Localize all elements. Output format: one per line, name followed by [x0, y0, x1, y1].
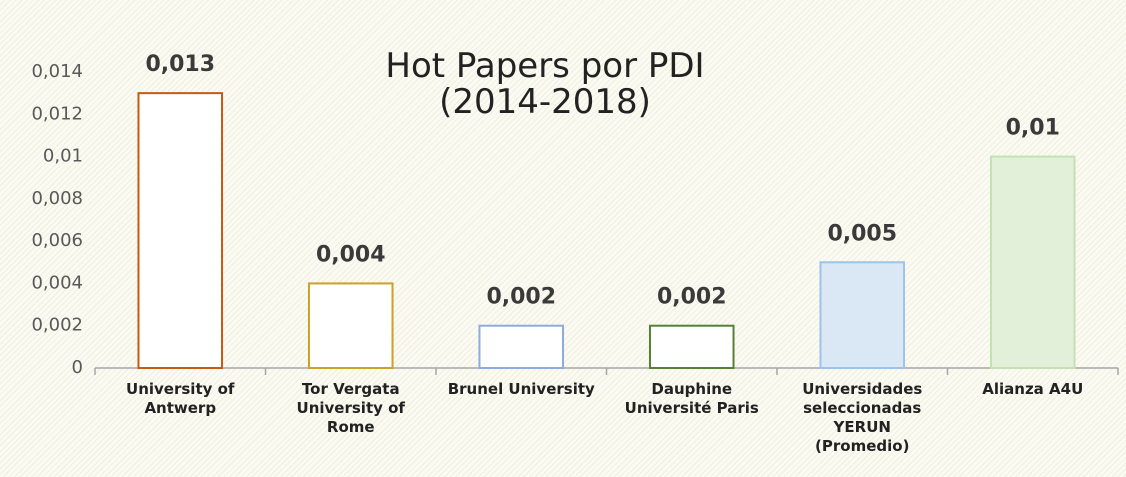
x-tick-label: Alianza A4U: [982, 380, 1084, 398]
y-tick-label: 0,002: [31, 315, 83, 336]
data-label: 0,013: [145, 52, 215, 77]
x-tick-label: Universidades seleccionadas YERUN (Prome…: [802, 380, 923, 455]
bar: [478, 324, 565, 370]
bar: [648, 324, 735, 370]
data-label: 0,002: [657, 285, 727, 310]
x-tick-label: Brunel University: [447, 380, 595, 398]
bar: [137, 92, 224, 370]
data-label: 0,002: [486, 285, 556, 310]
bar: [819, 261, 906, 369]
x-tick-label: Dauphine Université Paris: [624, 380, 759, 417]
chart-title: Hot Papers por PDI (2014-2018): [385, 46, 705, 122]
data-label: 0,005: [827, 221, 897, 246]
bar: [989, 155, 1076, 369]
y-tick-label: 0,008: [31, 188, 83, 209]
y-tick-label: 0,014: [31, 61, 83, 82]
data-label: 0,01: [1006, 116, 1060, 141]
x-tick-label: University of Antwerp: [126, 380, 235, 417]
y-tick-label: 0,01: [43, 146, 83, 167]
y-tick-label: 0,004: [31, 272, 83, 293]
y-tick-label: 0: [72, 357, 83, 378]
y-tick-label: 0,006: [31, 230, 83, 251]
bar: [307, 282, 394, 369]
data-label: 0,004: [316, 242, 386, 267]
x-tick-label: Tor Vergata University of Rome: [296, 380, 405, 436]
y-tick-label: 0,012: [31, 103, 83, 124]
